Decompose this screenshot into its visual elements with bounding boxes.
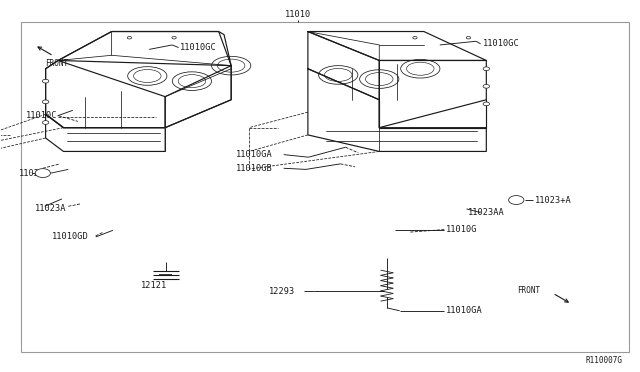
Text: 11010GA: 11010GA: [236, 150, 273, 159]
Bar: [20, 22, 629, 352]
Circle shape: [509, 196, 524, 205]
Text: 11023A: 11023A: [35, 203, 66, 213]
Text: 12121: 12121: [141, 281, 168, 290]
Text: 11023+A: 11023+A: [536, 196, 572, 205]
Text: 11023: 11023: [19, 169, 45, 177]
Circle shape: [127, 36, 132, 39]
Text: R110007G: R110007G: [586, 356, 623, 365]
Text: 11010GC: 11010GC: [483, 39, 519, 48]
Text: 11010GD: 11010GD: [52, 232, 89, 241]
Text: 11010: 11010: [285, 10, 311, 19]
Circle shape: [467, 36, 470, 39]
Circle shape: [35, 169, 51, 177]
Circle shape: [483, 84, 490, 88]
Text: 11010GA: 11010GA: [446, 306, 483, 315]
Circle shape: [483, 102, 490, 106]
Circle shape: [42, 79, 49, 83]
Text: 11010GB: 11010GB: [236, 164, 273, 173]
Circle shape: [172, 36, 176, 39]
Text: FRONT: FRONT: [516, 286, 540, 295]
Text: 11023AA: 11023AA: [468, 208, 504, 217]
Circle shape: [413, 36, 417, 39]
Text: 12293: 12293: [269, 287, 295, 296]
Text: FRONT: FRONT: [45, 59, 68, 68]
Text: 11010GC: 11010GC: [180, 43, 216, 52]
Circle shape: [42, 100, 49, 104]
Circle shape: [483, 67, 490, 71]
Text: 11010G: 11010G: [446, 225, 477, 234]
Text: 11010C: 11010C: [26, 111, 57, 121]
Circle shape: [42, 121, 49, 124]
